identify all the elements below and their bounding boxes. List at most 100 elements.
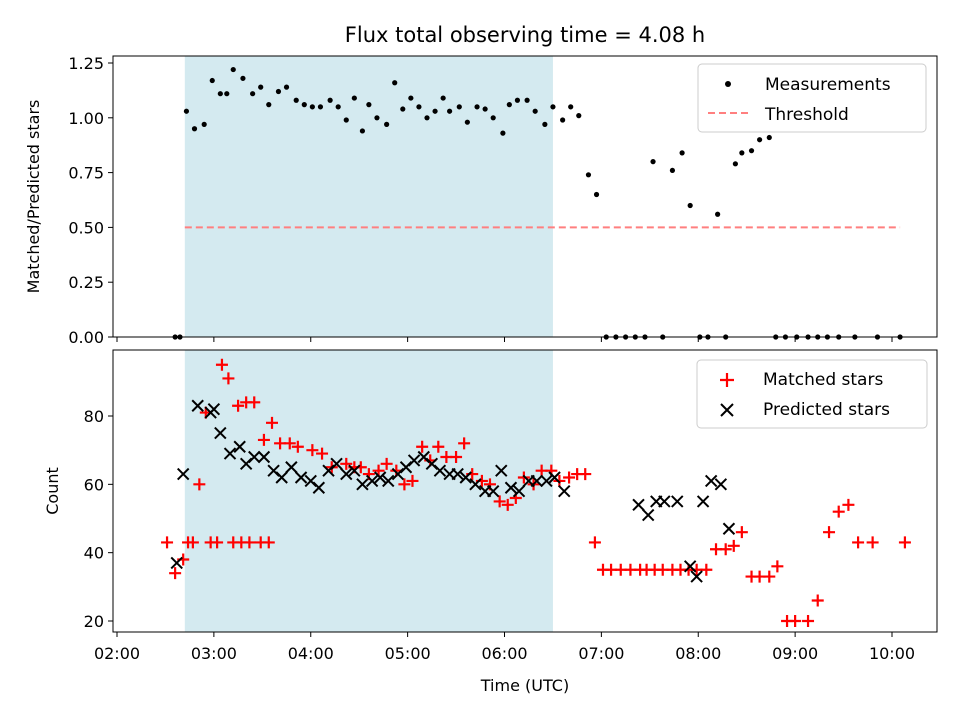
bottom-y-axis-label: Count	[43, 467, 62, 515]
matched-star-point	[811, 594, 824, 607]
measurement-point	[715, 211, 721, 217]
predicted-star-point	[658, 495, 671, 508]
measurement-point	[542, 121, 548, 127]
matched-star-point	[193, 478, 206, 491]
predicted-star-point	[671, 495, 684, 508]
matched-star-point	[211, 536, 224, 549]
matched-star-point	[266, 416, 278, 429]
predicted-star-point	[632, 498, 645, 512]
predicted-star-point	[558, 484, 571, 498]
predicted-star-point	[330, 457, 343, 471]
predicted-star-point	[433, 464, 447, 477]
matched-star-point	[406, 474, 419, 487]
measurement-point	[585, 172, 592, 178]
measurement-point	[732, 161, 738, 167]
matched-star-point	[248, 396, 261, 409]
measurement-point	[351, 95, 357, 101]
bot-y-tick-label-1: 40	[84, 544, 104, 563]
top-legend: Measurements Threshold	[697, 63, 927, 133]
measurement-point	[301, 102, 307, 108]
matched-star-point	[493, 495, 506, 508]
predicted-star-point	[548, 471, 561, 484]
measurement-point	[224, 91, 230, 97]
measurement-point	[506, 102, 512, 108]
matched-star-point	[866, 536, 879, 549]
bottom-panel: 20 40 60 80 02:00 03:00 04:00 05:00 06:00 07:00 08…	[43, 349, 938, 695]
top-panel: 0.00 0.25 0.50 0.75 1.00 1.25 Matched/Predict…	[24, 54, 938, 347]
top-y-tick-label-0: 0.00	[68, 328, 104, 347]
measurement-point	[424, 115, 430, 121]
predicted-star-point	[248, 450, 261, 464]
bottom-ticks: 20 40 60 80 02:00 03:00 04:00 05:00 06:00 07:00 08…	[84, 407, 915, 663]
matched-star-point	[316, 447, 329, 460]
predicted-star-point	[214, 426, 227, 440]
matched-star-point	[700, 563, 713, 576]
matched-star-point	[763, 570, 776, 583]
predicted-star-point	[504, 481, 518, 494]
measurement-point	[408, 95, 414, 101]
measurement-point	[335, 104, 341, 110]
measurement-point	[524, 97, 530, 103]
matched-star-point	[161, 536, 174, 549]
x-tick-label-3: 05:00	[385, 644, 431, 663]
measurement-point	[250, 91, 256, 97]
matched-star-point	[842, 498, 855, 511]
predicted-star-point	[407, 454, 421, 467]
measurement-point	[447, 108, 453, 114]
bottom-legend-box	[696, 359, 928, 429]
measurement-point	[230, 66, 236, 73]
measurement-point	[258, 84, 264, 90]
measurement-point	[343, 117, 349, 123]
measurement-point	[739, 150, 745, 156]
matched-star-point	[501, 498, 514, 511]
bot-y-tick-label-3: 80	[84, 407, 104, 426]
top-y-tick-label-3: 0.75	[68, 164, 104, 183]
measurement-point	[593, 191, 600, 198]
predicted-star-point	[191, 399, 204, 412]
predicted-stars-points	[170, 399, 736, 583]
top-ticks: 0.00 0.25 0.50 0.75 1.00 1.25	[68, 54, 893, 347]
predicted-star-point	[257, 450, 271, 464]
matched-star-point	[832, 505, 845, 518]
measurement-point	[359, 128, 366, 134]
bottom-observing-span	[184, 350, 553, 632]
predicted-star-point	[690, 570, 703, 583]
legend-marker-matched	[720, 373, 734, 387]
bot-y-tick-label-0: 20	[84, 612, 104, 631]
matched-star-point	[563, 471, 576, 484]
matched-star-point	[283, 437, 296, 450]
predicted-star-point	[312, 481, 326, 494]
measurement-point	[432, 108, 438, 114]
matched-star-point	[243, 536, 256, 549]
top-y-tick-label-4: 1.00	[68, 109, 104, 128]
legend-marker-predicted	[720, 403, 734, 417]
measurement-point	[500, 130, 506, 136]
legend-marker-measurements	[725, 81, 731, 87]
measurement-point	[687, 202, 693, 209]
legend-label-measurements: Measurements	[765, 75, 891, 95]
top-y-tick-label-1: 0.25	[68, 273, 104, 292]
predicted-star-point	[540, 474, 553, 488]
predicted-star-point	[207, 402, 221, 416]
bottom-axes-frame	[112, 349, 938, 633]
x-tick-label-1: 03:00	[191, 644, 237, 663]
predicted-star-point	[714, 478, 728, 491]
top-observing-span	[184, 56, 553, 337]
x-tick-label-0: 02:00	[94, 644, 140, 663]
predicted-star-point	[373, 471, 387, 484]
predicted-star-point	[486, 484, 500, 498]
measurement-point	[568, 104, 574, 110]
top-y-tick-label-5: 1.25	[68, 54, 104, 73]
measurement-point	[576, 113, 582, 119]
measurement-point	[384, 121, 390, 127]
matched-star-point	[306, 444, 319, 457]
predicted-star-point	[223, 447, 237, 460]
measurement-point	[440, 95, 446, 101]
matched-star-point	[898, 536, 911, 549]
measurement-point	[550, 104, 556, 110]
legend-label-matched: Matched stars	[763, 370, 883, 390]
predicted-star-point	[495, 464, 508, 477]
measurement-point	[266, 102, 272, 108]
top-y-axis-label: Matched/Predicted stars	[24, 100, 43, 294]
measurement-point	[209, 77, 215, 84]
